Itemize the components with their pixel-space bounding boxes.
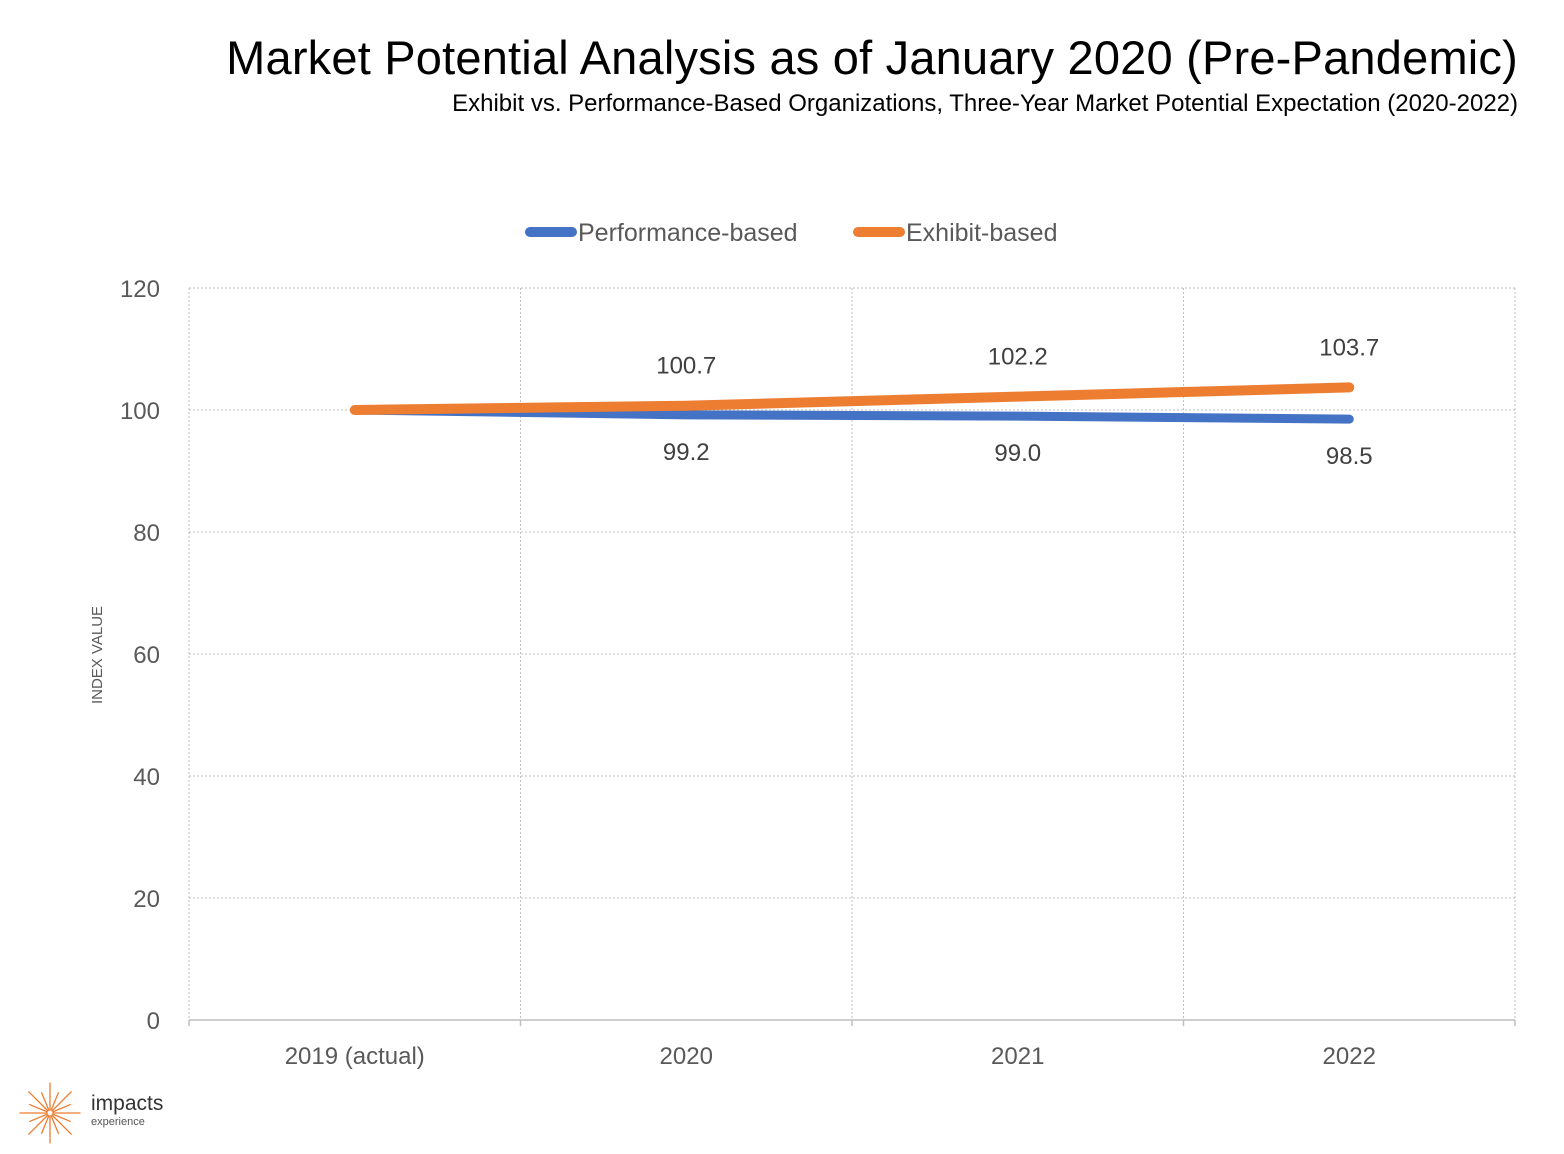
data-label: 99.2 — [663, 439, 710, 466]
starburst-ray — [28, 1091, 49, 1112]
starburst-ray — [50, 1092, 60, 1111]
starburst-ray — [52, 1103, 71, 1113]
y-tick-label: 20 — [133, 886, 160, 913]
starburst-ray — [29, 1103, 48, 1113]
starburst-ray — [40, 1115, 50, 1134]
data-label: 102.2 — [988, 344, 1048, 371]
chart-subtitle: Exhibit vs. Performance-Based Organizati… — [452, 90, 1518, 117]
starburst-ray — [50, 1115, 60, 1134]
starburst-ray — [28, 1114, 49, 1135]
y-tick-label: 100 — [120, 398, 160, 425]
starburst-ray — [29, 1113, 48, 1123]
y-tick-label: 0 — [147, 1008, 160, 1035]
impacts-logo: impacts experience — [16, 1080, 186, 1148]
legend-label: Performance-based — [578, 219, 798, 247]
y-tick-label: 80 — [133, 520, 160, 547]
y-axis-title: INDEX VALUE — [89, 606, 106, 704]
y-tick-label: 120 — [120, 276, 160, 303]
x-tick-label: 2019 (actual) — [285, 1043, 425, 1070]
x-tick-label: 2022 — [1323, 1043, 1376, 1070]
starburst-ray — [40, 1092, 50, 1111]
data-label: 103.7 — [1319, 334, 1379, 361]
legend-label: Exhibit-based — [906, 219, 1057, 247]
starburst-icon — [19, 1082, 81, 1144]
logo-name: impacts — [91, 1092, 164, 1115]
y-tick-label: 60 — [133, 642, 160, 669]
y-tick-label: 40 — [133, 764, 160, 791]
starburst-ray — [52, 1113, 71, 1123]
logo-tagline: experience — [91, 1116, 145, 1128]
starburst-ray — [51, 1114, 72, 1135]
x-tick-label: 2020 — [660, 1043, 713, 1070]
chart-title: Market Potential Analysis as of January … — [226, 31, 1518, 84]
data-label: 100.7 — [656, 353, 716, 380]
data-label: 98.5 — [1326, 443, 1373, 470]
starburst-ray — [51, 1091, 72, 1112]
x-tick-label: 2021 — [991, 1043, 1044, 1070]
series-line-exhibit-based — [349, 382, 1355, 415]
data-label: 99.0 — [994, 440, 1041, 467]
